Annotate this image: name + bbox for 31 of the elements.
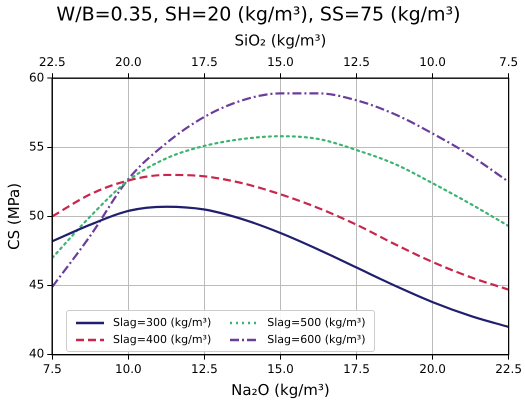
legend-label: Slag=500 (kg/m³) <box>267 316 366 329</box>
x-tick-label: 17.5 <box>343 362 370 376</box>
legend-label: Slag=300 (kg/m³) <box>113 316 212 329</box>
line-series <box>52 92 509 288</box>
y-tick-label: 45 <box>28 278 44 292</box>
x2-tick-label: 17.5 <box>191 55 218 70</box>
x2-tick-label: 15.0 <box>267 55 294 70</box>
x2-tick-label: 22.5 <box>38 55 66 70</box>
x2-axis-title: SiO₂ (kg/m³) <box>234 32 326 50</box>
x2-tick-label: 20.0 <box>114 55 142 70</box>
x-tick-label: 22.5 <box>495 362 522 376</box>
x-tick-label: 7.5 <box>42 362 62 376</box>
legend-label: Slag=400 (kg/m³) <box>113 333 212 346</box>
y-tick-label: 55 <box>28 139 44 154</box>
x2-tick-label: 10.0 <box>419 55 446 70</box>
legend-label: Slag=600 (kg/m³) <box>267 333 366 346</box>
line-series <box>52 135 509 259</box>
y-tick-label: 40 <box>28 346 44 361</box>
x2-tick-label: 12.5 <box>343 55 370 70</box>
chart-title: W/B=0.35, SH=20 (kg/m³), SS=75 (kg/m³) <box>56 3 461 26</box>
line-series <box>52 206 509 328</box>
x-tick-label: 15.0 <box>267 362 294 376</box>
y-tick-label: 50 <box>28 208 44 223</box>
x-tick-label: 10.0 <box>114 362 142 376</box>
x-tick-label: 20.0 <box>419 362 446 376</box>
x2-tick-label: 7.5 <box>499 55 518 70</box>
x-tick-label: 12.5 <box>191 362 218 376</box>
y-tick-label: 60 <box>28 70 44 84</box>
y-axis-title: CS (MPa) <box>4 182 23 250</box>
line-series <box>52 174 509 291</box>
x-axis-title: Na₂O (kg/m³) <box>231 380 330 399</box>
